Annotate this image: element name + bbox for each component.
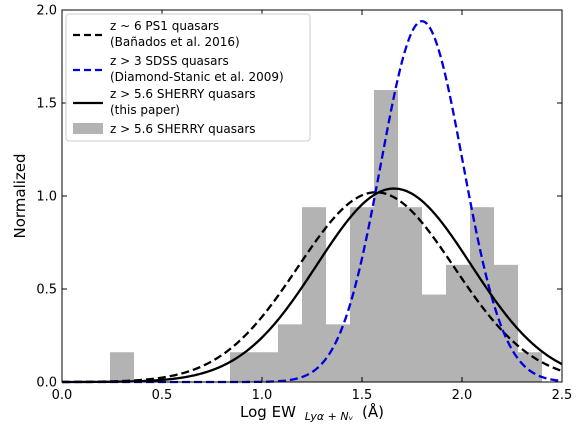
curve-sdss-gaussian xyxy=(62,19,563,384)
x-axis-label-subscript: Lyα + Nᵥ xyxy=(305,410,354,423)
legend-box xyxy=(65,13,311,142)
legend-note-ps1: (Bañados et al. 2016) xyxy=(110,35,240,49)
curve-sherry-gaussian xyxy=(62,187,563,384)
y-tick-label: 0.5 xyxy=(36,283,57,298)
histogram-bars xyxy=(110,89,542,382)
x-tick-label: 0.5 xyxy=(152,388,173,403)
curve-ps1-gaussian xyxy=(62,191,563,384)
legend-label-sherry-hist: z > 5.6 SHERRY quasars xyxy=(110,122,256,136)
legend-label-sdss: z > 3 SDSS quasars xyxy=(110,54,229,68)
x-axis-label: Log EW Lyα + Nᵥ (Å) xyxy=(240,402,384,424)
x-tick-label: 0.0 xyxy=(52,388,73,403)
x-tick-label: 2.5 xyxy=(552,388,573,403)
y-tick-label: 2.0 xyxy=(36,4,57,19)
y-tick-label: 1.5 xyxy=(36,97,57,112)
histogram-bar-9 xyxy=(422,294,446,382)
legend: z ~ 6 PS1 quasars (Bañados et al. 2016) … xyxy=(65,13,311,142)
y-axis-label: Normalized xyxy=(11,153,29,238)
histogram-bar-8 xyxy=(398,207,422,382)
x-tick-label: 2.0 xyxy=(452,388,473,403)
histogram-bar-13 xyxy=(518,352,542,382)
x-axis-ticks: 0.0 0.5 1.0 1.5 2.0 2.5 xyxy=(52,10,573,403)
legend-label-sherry-model: z > 5.6 SHERRY quasars xyxy=(110,87,256,101)
histogram-bar-2 xyxy=(254,352,278,382)
y-axis-ticks: 0.0 0.5 1.0 1.5 2.0 xyxy=(36,4,562,391)
x-axis-label-unit: (Å) xyxy=(362,402,384,421)
legend-label-ps1: z ~ 6 PS1 quasars xyxy=(110,19,219,33)
histogram-bar-7 xyxy=(374,89,398,382)
legend-note-sherry-model: (this paper) xyxy=(110,103,180,117)
x-tick-label: 1.0 xyxy=(252,388,273,403)
histogram-bar-10 xyxy=(446,264,470,382)
legend-symbol-sherry-hist xyxy=(73,123,103,134)
histogram-bar-1 xyxy=(230,352,254,382)
y-tick-label: 1.0 xyxy=(36,190,57,205)
model-curves xyxy=(62,19,563,384)
histogram-bar-4 xyxy=(302,207,326,382)
histogram-bar-3 xyxy=(278,324,302,382)
y-tick-label: 0.0 xyxy=(36,376,57,391)
x-tick-label: 1.5 xyxy=(352,388,373,403)
legend-note-sdss: (Diamond-Stanic et al. 2009) xyxy=(110,70,284,84)
x-axis-label-main: Log EW xyxy=(240,403,296,421)
histogram-bar-0 xyxy=(110,352,134,382)
